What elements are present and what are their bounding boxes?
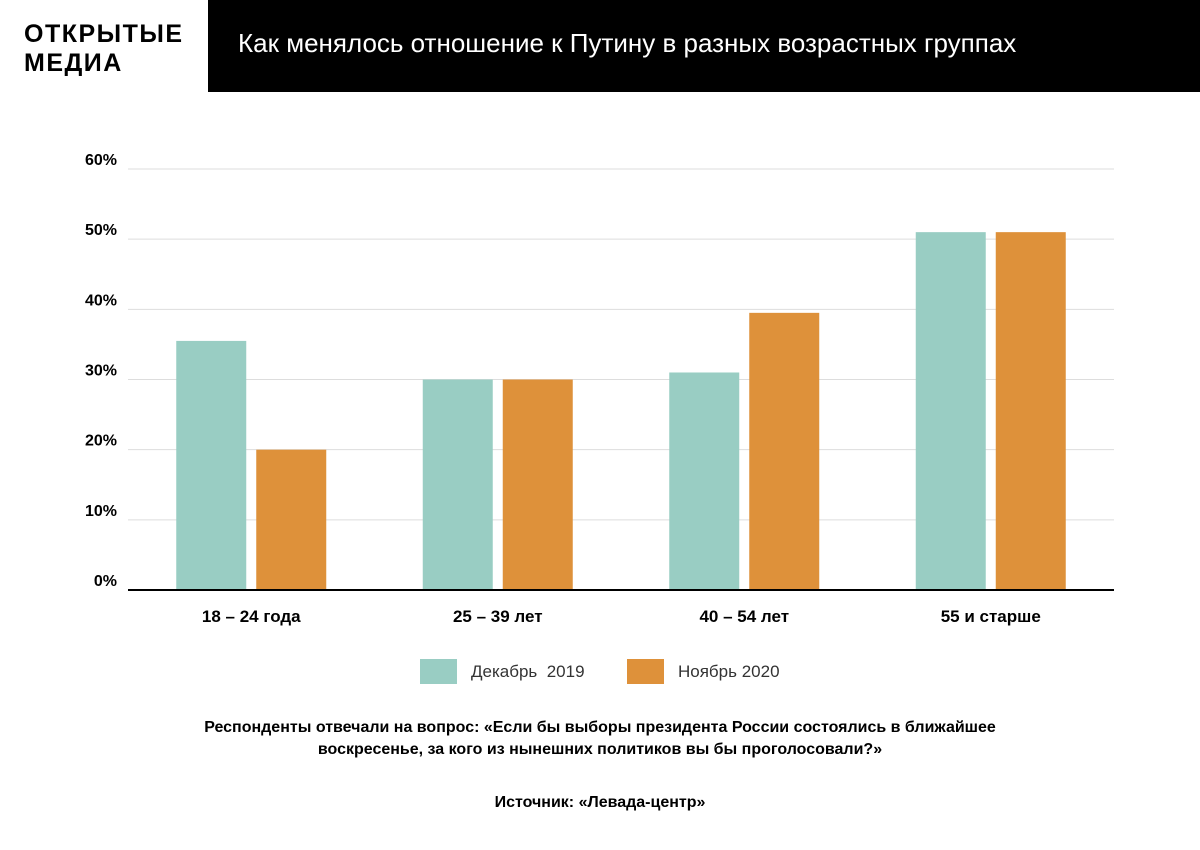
bar	[256, 449, 327, 590]
legend-label-nov-2020: Ноябрь 2020	[678, 661, 780, 681]
legend-item-dec-2019: Декабрь 2019	[420, 659, 585, 684]
y-tick-label: 40%	[85, 292, 117, 309]
legend-swatch-nov-2020	[627, 659, 664, 684]
y-tick-label: 30%	[85, 363, 117, 380]
x-category-label: 25 – 39 лет	[453, 607, 543, 626]
y-tick-label: 60%	[85, 152, 117, 169]
x-category-label: 18 – 24 года	[202, 607, 301, 626]
bar	[176, 340, 247, 590]
x-category-label: 55 и старше	[941, 607, 1041, 626]
source-note: Источник: «Левада-центр»	[494, 794, 706, 811]
bar	[995, 232, 1066, 590]
y-tick-label: 10%	[85, 503, 117, 520]
legend: Декабрь 2019 Ноябрь 2020	[0, 659, 1200, 685]
x-category-label: 40 – 54 лет	[699, 607, 789, 626]
y-tick-label: 0%	[94, 573, 117, 590]
bar	[669, 372, 740, 590]
survey-question-note: Респонденты отвечали на вопрос: «Если бы…	[100, 717, 1100, 761]
title-bar: Как менялось отношение к Путину в разных…	[208, 0, 1200, 92]
bar	[422, 379, 493, 590]
bar	[502, 379, 573, 590]
y-tick-label: 50%	[85, 222, 117, 239]
legend-swatch-dec-2019	[420, 659, 457, 684]
bar-chart: 0% 10% 20% 30% 40% 50% 60% 18 – 24 года 25 – 39 …	[85, 152, 1114, 626]
legend-label-dec-2019: Декабрь 2019	[471, 661, 585, 681]
chart-title: Как менялось отношение к Путину в разных…	[238, 28, 1017, 58]
note-line-2: воскресенье, за кого из нынешних политик…	[317, 741, 883, 758]
logo-line-2: МЕДИА	[24, 49, 123, 77]
legend-item-nov-2020: Ноябрь 2020	[627, 659, 780, 684]
logo: ОТКРЫТЫЕ МЕДИА	[24, 20, 184, 78]
y-tick-label: 20%	[85, 433, 117, 450]
bar	[749, 312, 820, 590]
logo-line-1: ОТКРЫТЫЕ	[24, 20, 184, 48]
bar	[915, 232, 986, 590]
note-line-1: Респонденты отвечали на вопрос: «Если бы…	[204, 719, 996, 736]
